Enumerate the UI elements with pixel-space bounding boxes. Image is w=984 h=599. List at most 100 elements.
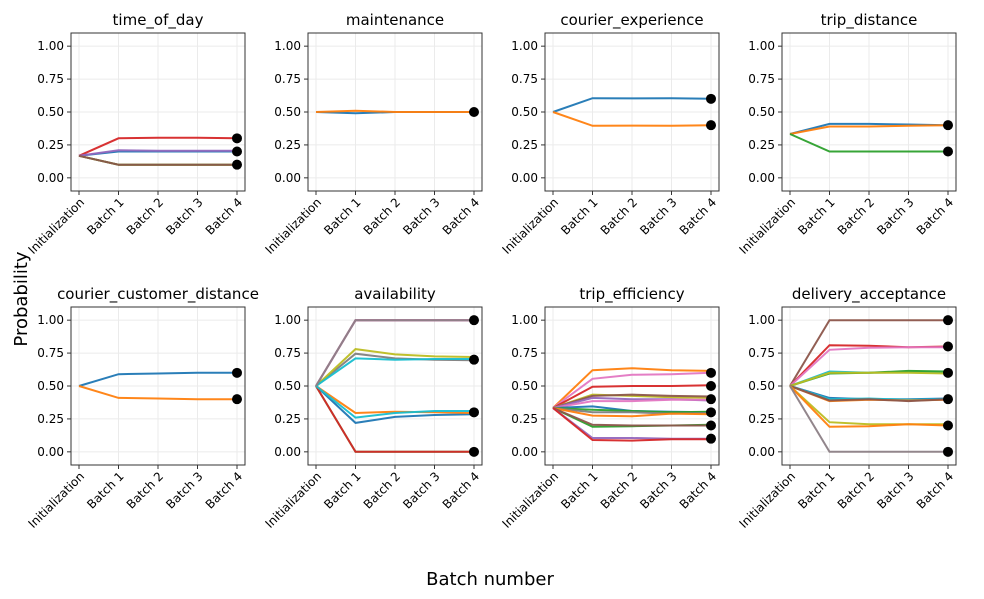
y-tick-label: 0.75 <box>274 72 301 86</box>
x-tick-label: Initialization <box>262 195 324 257</box>
final-marker <box>706 93 716 104</box>
subplot-title: delivery_acceptance <box>792 285 946 304</box>
y-tick-label: 0.50 <box>37 379 64 393</box>
x-tick-label: Batch 1 <box>795 469 837 511</box>
x-tick-label: Batch 4 <box>914 195 956 237</box>
series-line-s0 <box>78 371 237 387</box>
final-marker <box>469 354 479 365</box>
subplot-trip-efficiency: 0.000.250.500.751.00InitializationBatch … <box>499 285 720 531</box>
y-tick-label: 0.25 <box>274 412 301 426</box>
y-tick-label: 0.75 <box>37 346 64 360</box>
x-tick-label: Batch 2 <box>361 469 403 511</box>
final-marker <box>706 120 716 131</box>
x-tick-label: Batch 2 <box>835 469 877 511</box>
subplot-trip-distance: 0.000.250.500.751.00InitializationBatch … <box>736 11 957 257</box>
final-marker <box>706 394 716 405</box>
x-tick-label: Batch 4 <box>203 469 245 511</box>
series-line-s0 <box>789 319 948 387</box>
y-tick-label: 0.00 <box>37 171 64 185</box>
series-line-s5 <box>78 154 237 166</box>
subplot-title: time_of_day <box>113 11 204 30</box>
series-line-s0 <box>552 97 712 113</box>
series-line-s10 <box>552 407 712 418</box>
x-tick-label: Batch 1 <box>321 469 363 511</box>
y-tick-label: 1.00 <box>748 39 775 53</box>
x-tick-label: Batch 1 <box>84 195 126 237</box>
y-tick-label: 0.25 <box>37 138 64 152</box>
x-tick-label: Initialization <box>25 195 87 257</box>
subplot-delivery-acceptance: 0.000.250.500.751.00InitializationBatch … <box>736 285 957 531</box>
final-marker <box>469 107 479 117</box>
series-line-s6 <box>552 398 711 409</box>
y-tick-label: 1.00 <box>748 313 775 327</box>
x-tick-label: Batch 4 <box>677 195 719 237</box>
series-line-s14 <box>552 407 711 442</box>
series-line-s8 <box>315 348 475 387</box>
series-line-s0 <box>552 367 712 409</box>
x-tick-label: Batch 1 <box>558 195 600 237</box>
series-line-s1 <box>78 385 237 401</box>
final-marker <box>943 446 953 457</box>
series-line-s3 <box>78 136 238 157</box>
y-tick-label: 0.00 <box>511 171 538 185</box>
y-tick-label: 1.00 <box>37 313 64 327</box>
final-marker <box>232 394 242 405</box>
x-tick-label: Batch 1 <box>795 195 837 237</box>
y-tick-label: 0.75 <box>274 346 301 360</box>
final-marker <box>232 367 242 378</box>
subplot-availability: 0.000.250.500.751.00InitializationBatch … <box>262 285 483 531</box>
final-marker <box>943 367 953 378</box>
series-line-s1 <box>315 385 475 415</box>
x-tick-label: Batch 4 <box>914 469 956 511</box>
series-line-s9 <box>789 385 949 403</box>
y-tick-label: 1.00 <box>274 313 301 327</box>
subplot-courier-customer-distance: 0.000.250.500.751.00InitializationBatch … <box>25 285 258 531</box>
y-tick-label: 0.50 <box>511 379 538 393</box>
x-tick-label: Batch 4 <box>440 469 482 511</box>
series-line-s0 <box>315 385 475 424</box>
x-tick-label: Batch 1 <box>84 469 126 511</box>
x-tick-label: Batch 3 <box>400 195 442 237</box>
x-tick-label: Initialization <box>499 195 561 257</box>
y-tick-label: 0.00 <box>37 445 64 459</box>
final-marker <box>469 446 479 457</box>
series-line-s1 <box>315 109 474 113</box>
y-tick-label: 0.25 <box>748 138 775 152</box>
x-axis-label: Batch number <box>426 569 554 590</box>
y-tick-label: 0.75 <box>748 346 775 360</box>
final-marker <box>232 133 242 144</box>
series-line-s11 <box>315 319 474 387</box>
x-tick-label: Batch 3 <box>874 195 916 237</box>
subplot-title: courier_customer_distance <box>57 285 259 304</box>
final-marker <box>943 120 953 131</box>
y-tick-label: 0.25 <box>37 412 64 426</box>
x-tick-label: Batch 4 <box>440 195 482 237</box>
series-line-s2 <box>789 133 948 153</box>
x-tick-label: Batch 3 <box>163 195 205 237</box>
y-tick-label: 0.75 <box>37 72 64 86</box>
subplot-title: maintenance <box>346 11 444 29</box>
x-tick-label: Initialization <box>262 469 324 531</box>
x-tick-label: Batch 1 <box>321 195 363 237</box>
final-marker <box>706 407 716 418</box>
y-tick-label: 0.25 <box>511 138 538 152</box>
series-line-s1 <box>789 124 949 135</box>
x-tick-label: Batch 3 <box>400 469 442 511</box>
y-tick-label: 0.50 <box>748 105 775 119</box>
final-marker <box>943 420 953 431</box>
y-tick-label: 0.25 <box>274 138 301 152</box>
y-tick-label: 0.75 <box>511 72 538 86</box>
y-tick-label: 0.50 <box>748 379 775 393</box>
y-tick-label: 0.00 <box>274 445 301 459</box>
final-marker <box>706 367 716 378</box>
y-tick-label: 0.50 <box>274 379 301 393</box>
final-marker <box>232 159 242 170</box>
y-tick-label: 1.00 <box>274 39 301 53</box>
x-tick-label: Batch 2 <box>124 469 166 511</box>
y-tick-label: 0.75 <box>748 72 775 86</box>
x-tick-label: Initialization <box>736 469 798 531</box>
x-tick-label: Batch 4 <box>203 195 245 237</box>
series-line-s12 <box>552 407 711 427</box>
subplot-title: availability <box>354 285 436 303</box>
